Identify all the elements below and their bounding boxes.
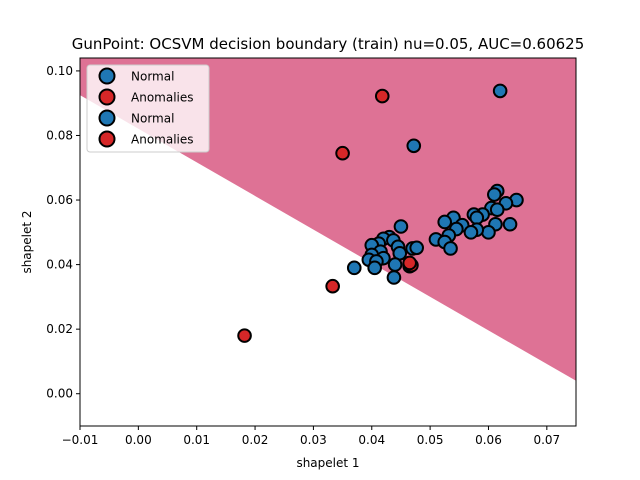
normal-point (393, 219, 409, 234)
normal-point (409, 240, 424, 256)
normal-point (406, 138, 422, 154)
normal-point (489, 202, 505, 218)
plot-frame (79, 57, 577, 427)
normal-point (386, 270, 402, 285)
legend-box (86, 64, 210, 153)
x-tick-label: 0.02 (242, 433, 269, 447)
legend-label: Normal (131, 112, 174, 126)
y-tick-label: 0.10 (46, 64, 73, 78)
legend-marker (98, 130, 116, 148)
normal-point (367, 260, 382, 276)
y-tick-label: 0.02 (46, 322, 73, 336)
normal-point (469, 210, 485, 226)
points-layer (237, 83, 524, 343)
x-tick-label: 0.05 (417, 433, 444, 447)
normal-point (346, 260, 362, 276)
y-tick-label: 0.06 (46, 193, 73, 207)
normal-point (492, 83, 508, 99)
legend-marker (98, 67, 116, 85)
legend-label: Anomalies (131, 91, 194, 105)
legend: Normal Anomalies Normal Anomalies (86, 64, 210, 153)
anomaly-point (374, 88, 390, 104)
normal-point (502, 216, 518, 232)
x-tick-label: 0.00 (125, 433, 152, 447)
y-axis-label: shapelet 2 (20, 210, 34, 273)
anomaly-point (325, 278, 340, 294)
x-tick-label: 0.06 (475, 433, 502, 447)
normal-point (443, 241, 458, 256)
legend-label: Normal (131, 70, 174, 84)
x-tick-label: 0.03 (300, 433, 327, 447)
y-tick-label: 0.00 (46, 387, 73, 401)
legend-label: Anomalies (131, 133, 194, 147)
chart-title: GunPoint: OCSVM decision boundary (train… (72, 35, 585, 53)
normal-point (463, 225, 479, 240)
x-tick-label: 0.01 (183, 433, 210, 447)
legend-marker (98, 109, 116, 127)
x-axis-ticks: −0.01 0.00 0.01 0.02 0.03 0.04 0.05 0.06 0.07 (62, 426, 560, 447)
anomaly-point (335, 145, 350, 161)
normal-point (481, 225, 496, 240)
x-tick-label: 0.07 (533, 433, 560, 447)
x-axis-label: shapelet 1 (296, 456, 359, 470)
legend-marker (98, 88, 116, 106)
x-tick-label: 0.04 (358, 433, 385, 447)
normal-point (387, 257, 403, 272)
y-axis-ticks: 0.00 0.02 0.04 0.06 0.08 0.10 (46, 64, 80, 401)
anomaly-point (237, 328, 252, 343)
y-tick-label: 0.08 (46, 128, 73, 142)
normal-point (437, 214, 453, 230)
y-tick-label: 0.04 (46, 258, 73, 272)
anomaly-point (402, 255, 417, 271)
x-tick-label: −0.01 (62, 433, 99, 447)
normal-point (487, 187, 502, 202)
